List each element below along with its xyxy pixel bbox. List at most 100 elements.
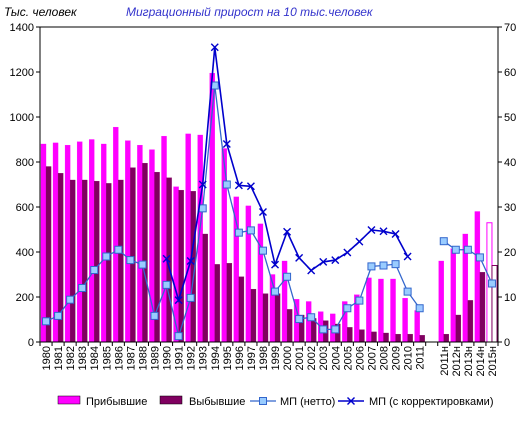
- legend-marker: [259, 397, 267, 405]
- x-tick-label-8: 1988: [137, 346, 149, 370]
- legend-marker-b: [347, 397, 355, 405]
- x-tick-label-37: 2015н: [487, 346, 499, 377]
- x-tick-label-3: 1983: [77, 346, 89, 370]
- bar-departures-3: [82, 179, 88, 343]
- bar-departures-4: [94, 180, 100, 343]
- bar-arrivals-31: [414, 310, 420, 343]
- x-tick-label-14: 1994: [210, 346, 222, 370]
- x-marker-stroke-b: [174, 296, 183, 305]
- bar-departures-7: [130, 167, 136, 343]
- point-net-30: [403, 287, 412, 296]
- legend-item-0: Прибывшие: [57, 395, 147, 408]
- bar-arrivals-17: [245, 205, 252, 343]
- x-tick-label-24: 2004: [330, 346, 342, 370]
- x-ticks-group: 1980 1981 1982 1983 1984 1985 1986 1987 1988 1989…: [39, 342, 499, 377]
- point-adjusted-22: [307, 266, 316, 275]
- legend-item-2: МП (нетто): [250, 396, 335, 408]
- bar-arrivals-0: [40, 143, 47, 343]
- x-tick-label-21: 2001: [294, 346, 306, 370]
- point-net-1: [54, 311, 63, 320]
- bar-departures-19: [274, 293, 281, 343]
- point-net-18: [258, 246, 267, 255]
- x-marker-stroke-b: [162, 254, 171, 263]
- bar-departures-2: [69, 179, 76, 343]
- bar-departures-14: [214, 264, 220, 343]
- x-tick-label-34: 2012н: [451, 346, 463, 377]
- bar-arrivals-7: [125, 140, 131, 343]
- legend-label: Прибывшие: [86, 396, 147, 408]
- x-marker-stroke-b: [367, 225, 376, 234]
- legend-swatch: [159, 395, 183, 405]
- y2-tick-label-10: 10: [504, 292, 516, 304]
- x-marker-stroke-b: [331, 256, 340, 265]
- point-net-11: [174, 332, 183, 341]
- bar-departures-29: [395, 333, 401, 343]
- point-net-8: [138, 260, 147, 269]
- bar-departures-11: [178, 189, 184, 343]
- x-tick-label-9: 1989: [150, 346, 162, 370]
- legend-swatch: [57, 395, 81, 405]
- x-tick-label-19: 1999: [270, 346, 282, 370]
- point-adjusted-26: [355, 237, 364, 246]
- point-net-0: [42, 317, 51, 326]
- point-net-3: [78, 284, 87, 292]
- point-net-5: [102, 252, 111, 261]
- bar-arrivals-10: [161, 135, 167, 343]
- point-adjusted-29: [391, 230, 400, 238]
- bar-departures-16: [238, 276, 245, 343]
- y2-tick-label-40: 40: [504, 157, 516, 169]
- bar-arrivals-30: [402, 297, 408, 343]
- point-net-10: [162, 280, 171, 289]
- x-marker-stroke-b: [246, 182, 255, 191]
- x-tick-label-31: 2011: [415, 346, 427, 370]
- x-tick-label-30: 2010: [403, 346, 415, 370]
- point-net-37: [487, 279, 496, 288]
- bar-departures-13: [202, 233, 208, 343]
- point-net-34: [451, 245, 460, 254]
- y-tick-label-1400: 1400: [10, 22, 34, 34]
- point-net-26: [355, 296, 364, 305]
- bar-departures-0: [45, 166, 52, 343]
- x-marker-stroke-b: [198, 180, 207, 189]
- x-tick-label-17: 1997: [246, 346, 258, 370]
- bar-arrivals-36: [474, 211, 481, 343]
- x-tick-label-33: 2011н: [439, 346, 451, 376]
- x-tick-label-7: 1987: [125, 346, 137, 370]
- y2-tick-label-0: 0: [504, 337, 510, 349]
- x-marker-stroke-b: [343, 248, 352, 257]
- bar-arrivals-8: [137, 144, 143, 343]
- point-adjusted-24: [331, 256, 340, 265]
- x-marker-stroke-b: [210, 43, 219, 52]
- x-marker-stroke-b: [391, 230, 400, 238]
- point-net-12: [186, 293, 195, 302]
- bar-arrivals-2: [64, 144, 71, 343]
- x-tick-label-12: 1992: [186, 346, 198, 370]
- point-adjusted-25: [343, 248, 352, 257]
- x-tick-label-20: 2000: [282, 346, 294, 370]
- point-adjusted-21: [295, 253, 304, 262]
- x-tick-label-6: 1986: [113, 346, 125, 370]
- x-marker-stroke-b: [222, 140, 231, 148]
- point-adjusted-13: [198, 180, 207, 189]
- x-marker-stroke-b: [295, 253, 304, 262]
- bar-departures-25: [347, 327, 353, 343]
- bar-departures-26: [359, 329, 365, 343]
- x-tick-label-36: 2014н: [475, 346, 487, 377]
- bar-departures-8: [142, 162, 148, 343]
- legend-label: МП (с корректировками): [369, 396, 494, 408]
- bar-arrivals-3: [76, 141, 83, 343]
- point-adjusted-28: [379, 227, 388, 236]
- point-adjusted-27: [367, 225, 376, 234]
- y-tick-label-600: 600: [16, 202, 34, 214]
- bar-departures-27: [371, 331, 377, 343]
- chart-title: Миграционный прирост на 10 тыс.человек: [126, 5, 374, 19]
- point-net-22: [307, 313, 316, 322]
- x-tick-label-23: 2003: [318, 346, 330, 370]
- y-tick-label-1000: 1000: [10, 112, 34, 124]
- point-net-24: [331, 325, 340, 334]
- x-marker-stroke-b: [186, 257, 195, 265]
- x-tick-label-27: 2007: [366, 346, 378, 370]
- bar-departures-30: [407, 333, 413, 343]
- x-marker-stroke-b: [319, 257, 328, 266]
